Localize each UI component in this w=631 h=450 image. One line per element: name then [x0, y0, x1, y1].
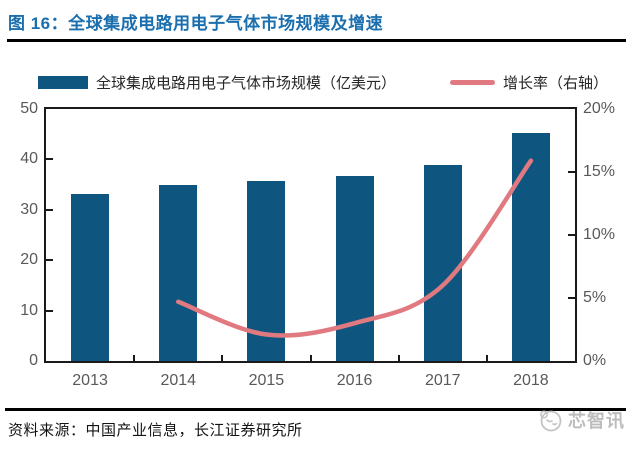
chart-plot-area: 0 10 20 30 40 50 0% 5% 10% 15% 20% 2013 2014 2015 2016… [20, 100, 615, 389]
x-axis-tick [309, 355, 312, 361]
y-axis-right-tick [568, 171, 575, 173]
source-note: 资料来源：中国产业信息，长江证券研究所 [8, 422, 303, 439]
y-axis-right-label: 20% [583, 100, 616, 117]
x-axis-label: 2013 [72, 372, 108, 389]
y-axis-left-tick [46, 259, 53, 262]
y-axis-right-tick [568, 234, 575, 236]
watermark-text: 芯智讯 [568, 411, 625, 431]
bar-2014 [159, 185, 198, 361]
page-title: 图 16：全球集成电路用电子气体市场规模及增速 [8, 14, 384, 33]
bar-2017 [423, 164, 462, 361]
growth-rate-line [176, 158, 534, 338]
y-axis-right-label: 0% [583, 352, 607, 369]
y-axis-left-label: 20 [20, 251, 38, 269]
y-axis-right-label: 15% [583, 163, 616, 180]
bar-2018 [511, 133, 550, 361]
footer-divider [5, 408, 626, 411]
bar-2013 [71, 193, 110, 361]
chart-legend: 全球集成电路用电子气体市场规模（亿美元） 增长率（右轴） [38, 71, 608, 93]
x-axis-tick [133, 355, 136, 361]
x-axis-tick [221, 355, 224, 361]
y-axis-left-tick [46, 309, 53, 312]
y-axis-right-label: 5% [583, 289, 607, 306]
y-axis-right-label: 10% [583, 226, 616, 243]
line-series-swatch [450, 79, 496, 85]
y-axis-left-label: 10 [20, 301, 38, 319]
legend-label-growth-rate: 增长率（右轴） [503, 74, 609, 92]
bar-2016 [335, 176, 374, 361]
x-axis-label: 2015 [248, 372, 285, 389]
x-axis-tick [397, 355, 400, 361]
legend-item-growth-rate: 增长率（右轴） [450, 72, 608, 93]
y-axis-left-tick [46, 208, 53, 211]
y-axis-left-tick [46, 158, 53, 161]
x-axis-label: 2018 [513, 372, 549, 389]
xinzhixun-logo-icon [539, 409, 562, 431]
title-divider [7, 39, 626, 42]
y-axis-left-label: 30 [20, 200, 38, 218]
x-axis-label: 2014 [160, 372, 197, 389]
bar-series-swatch [38, 75, 88, 89]
y-axis-left-label: 40 [20, 150, 38, 168]
legend-item-market-size: 全球集成电路用电子气体市场规模（亿美元） [38, 72, 396, 93]
y-axis-left-label: 0 [29, 352, 38, 369]
x-axis-tick [485, 355, 488, 361]
x-axis-label: 2017 [424, 372, 461, 389]
y-axis-right-tick [568, 297, 575, 299]
x-axis-label: 2016 [336, 372, 373, 389]
watermark-logo: 芯智讯 [538, 407, 625, 433]
y-axis-left-label: 50 [20, 100, 38, 117]
legend-label-market-size: 全球集成电路用电子气体市场规模（亿美元） [96, 74, 397, 92]
